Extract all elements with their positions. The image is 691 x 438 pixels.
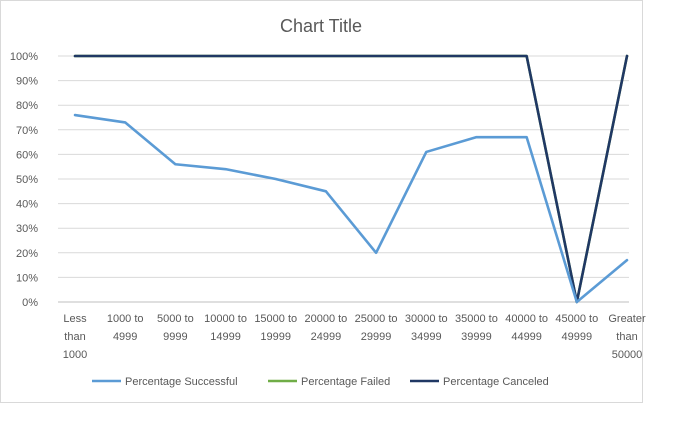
data-point [274, 55, 277, 57]
data-point [475, 55, 478, 57]
x-tick-label-line: Greater [608, 313, 646, 325]
y-tick-label: 0% [22, 297, 38, 309]
x-tick-label-line: 25000 to [355, 313, 398, 325]
data-point [274, 178, 277, 180]
x-tick-label-line: 45000 to [555, 313, 598, 325]
data-point [174, 163, 177, 166]
data-point [525, 55, 528, 57]
x-tick-label-line: 1000 to [107, 313, 144, 325]
x-tick-label-line: 10000 to [204, 313, 247, 325]
x-tick-label-line: 44999 [511, 331, 542, 343]
x-tick-label: 15000 to 19999 [254, 313, 297, 343]
y-tick-label: 50% [16, 174, 38, 186]
legend-label: Percentage Canceled [443, 376, 549, 388]
x-tick-label-line: 20000 to [304, 313, 347, 325]
x-tick-label-line: 30000 to [405, 313, 448, 325]
y-tick-label: 70% [16, 125, 38, 137]
y-tick-label: 80% [16, 100, 38, 112]
x-tick-label-line: than [64, 331, 85, 343]
data-point [425, 55, 428, 57]
data-point [124, 121, 126, 124]
x-tick-label: 5000 to 9999 [157, 313, 194, 343]
legend-label: Percentage Failed [301, 376, 390, 388]
legend: Percentage Successful Percentage Failed Pe… [92, 376, 549, 388]
data-point [525, 136, 528, 138]
data-point [375, 55, 377, 57]
x-tick-label-line: 4999 [113, 331, 137, 343]
x-tick-label-line: 49999 [562, 331, 593, 343]
legend-label: Percentage Successful [125, 376, 238, 388]
x-tick-label: 45000 to 49999 [555, 313, 598, 343]
x-tick-label-line: 14999 [210, 331, 241, 343]
data-point [475, 136, 478, 138]
y-tick-label: 100% [10, 51, 38, 63]
x-tick-label-line: Less [63, 313, 87, 325]
x-tick-label: Greater than 50000 [608, 313, 646, 361]
series-lines [73, 54, 629, 304]
x-tick-label-line: 35000 to [455, 313, 498, 325]
x-tick-label: 40000 to 44999 [505, 313, 548, 343]
y-tick-label: 90% [16, 76, 38, 88]
y-tick-label: 40% [16, 199, 38, 211]
series-line-percentage-canceled [73, 54, 629, 304]
x-tick-label-line: 19999 [260, 331, 291, 343]
data-point [325, 190, 327, 193]
x-tick-label-line: 39999 [461, 331, 492, 343]
x-tick-label: 20000 to 24999 [304, 313, 347, 343]
x-tick-label: 1000 to 4999 [107, 313, 144, 343]
y-tick-label: 10% [16, 272, 38, 284]
x-tick-label-line: 34999 [411, 331, 442, 343]
x-tick-label: 35000 to 39999 [455, 313, 498, 343]
x-tick-label: 30000 to 34999 [405, 313, 448, 343]
x-tick-label-line: 1000 [63, 349, 87, 361]
data-point [224, 168, 227, 170]
x-tick-label-line: 24999 [311, 331, 342, 343]
y-tick-label: 20% [16, 248, 38, 260]
data-point [425, 151, 428, 153]
y-tick-label: 30% [16, 223, 38, 235]
x-tick-label: Less than 1000 [63, 313, 87, 361]
x-tick-label-line: than [616, 331, 637, 343]
x-tick-label-line: 9999 [163, 331, 187, 343]
x-tick-label-line: 50000 [612, 349, 643, 361]
x-tick-label-line: 15000 to [254, 313, 297, 325]
x-tick-label-line: 29999 [361, 331, 392, 343]
chart-title: Chart Title [280, 16, 362, 36]
data-point [626, 259, 628, 261]
x-tick-label-line: 40000 to [505, 313, 548, 325]
data-point [576, 301, 578, 303]
data-point [626, 55, 628, 57]
y-axis-ticks: 0% 10% 20% 30% 40% 50% 60% 70% 80% 90% 100% [10, 51, 38, 309]
data-point [124, 55, 126, 57]
data-point [224, 55, 227, 57]
x-tick-label-line: 5000 to [157, 313, 194, 325]
x-tick-label: 10000 to 14999 [204, 313, 247, 343]
x-tick-label: 25000 to 29999 [355, 313, 398, 343]
x-axis-ticks: Less than 1000 1000 to 4999 5000 to 9999 10000 … [63, 313, 646, 361]
chart-frame [0, 0, 643, 403]
data-point [325, 55, 327, 57]
data-point [74, 114, 76, 116]
series-line-percentage-successful [73, 113, 629, 304]
data-point [174, 55, 177, 57]
data-point [375, 252, 377, 254]
y-tick-label: 60% [16, 149, 38, 161]
data-point [74, 55, 76, 57]
gridlines [58, 55, 629, 303]
